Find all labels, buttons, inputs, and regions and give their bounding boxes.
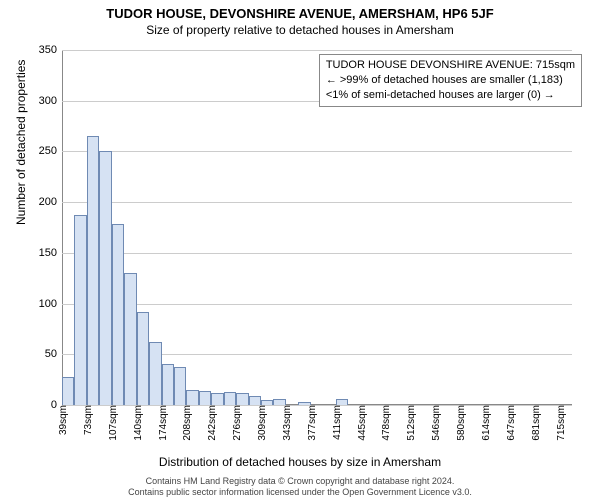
- info-line-3: <1% of semi-detached houses are larger (…: [326, 88, 575, 103]
- x-tick-label: 242sqm: [207, 405, 218, 441]
- gridline: [62, 304, 572, 305]
- histogram-bar: [249, 396, 261, 405]
- x-tick-label: 107sqm: [108, 405, 119, 441]
- histogram-bar: [211, 393, 223, 405]
- x-tick-label: 309sqm: [257, 405, 268, 441]
- chart-subtitle: Size of property relative to detached ho…: [0, 21, 600, 37]
- y-tick-label: 200: [39, 196, 57, 208]
- info-line-1: TUDOR HOUSE DEVONSHIRE AVENUE: 715sqm: [326, 58, 575, 73]
- y-axis-title: Number of detached properties: [14, 60, 28, 225]
- gridline: [62, 202, 572, 203]
- histogram-bar: [236, 393, 248, 405]
- y-axis-line: [62, 50, 63, 405]
- x-tick-label: 140sqm: [133, 405, 144, 441]
- x-tick-label: 377sqm: [307, 405, 318, 441]
- footer: Contains HM Land Registry data © Crown c…: [0, 476, 600, 498]
- info-line-2: ← >99% of detached houses are smaller (1…: [326, 73, 575, 88]
- x-tick-label: 343sqm: [282, 405, 293, 441]
- x-tick-label: 512sqm: [406, 405, 417, 441]
- x-tick-label: 174sqm: [158, 405, 169, 441]
- gridline: [62, 50, 572, 51]
- histogram-bar: [174, 367, 186, 405]
- histogram-bar: [149, 342, 161, 405]
- x-tick-label: 715sqm: [556, 405, 567, 441]
- histogram-bar: [62, 377, 74, 405]
- histogram-bar: [199, 391, 211, 405]
- histogram-bar: [112, 224, 124, 405]
- info-box: TUDOR HOUSE DEVONSHIRE AVENUE: 715sqm ← …: [319, 54, 582, 107]
- histogram-bar: [99, 151, 111, 405]
- x-tick-label: 445sqm: [357, 405, 368, 441]
- y-tick-label: 100: [39, 298, 57, 310]
- histogram-bar: [224, 392, 236, 405]
- histogram-bar: [87, 136, 99, 405]
- x-tick-label: 546sqm: [431, 405, 442, 441]
- y-tick-label: 250: [39, 145, 57, 157]
- gridline: [62, 253, 572, 254]
- y-tick-label: 150: [39, 247, 57, 259]
- y-tick-label: 0: [51, 399, 57, 411]
- histogram-bar: [162, 364, 174, 405]
- x-tick-label: 208sqm: [182, 405, 193, 441]
- x-tick-label: 411sqm: [332, 405, 343, 440]
- x-tick-label: 478sqm: [381, 405, 392, 441]
- histogram-bar: [124, 273, 136, 405]
- x-tick-label: 276sqm: [232, 405, 243, 441]
- x-tick-label: 39sqm: [58, 405, 69, 435]
- footer-line-1: Contains HM Land Registry data © Crown c…: [0, 476, 600, 487]
- x-tick-label: 681sqm: [531, 405, 542, 441]
- x-axis-title: Distribution of detached houses by size …: [0, 455, 600, 469]
- histogram-bar: [74, 215, 86, 405]
- chart-title: TUDOR HOUSE, DEVONSHIRE AVENUE, AMERSHAM…: [0, 0, 600, 21]
- x-tick-label: 73sqm: [83, 405, 94, 435]
- histogram-bar: [137, 312, 149, 405]
- gridline: [62, 151, 572, 152]
- chart-container: TUDOR HOUSE, DEVONSHIRE AVENUE, AMERSHAM…: [0, 0, 600, 500]
- y-tick-label: 300: [39, 95, 57, 107]
- x-tick-label: 647sqm: [506, 405, 517, 441]
- y-tick-label: 350: [39, 44, 57, 56]
- y-tick-label: 50: [45, 348, 57, 360]
- histogram-bar: [186, 390, 198, 405]
- x-tick-label: 614sqm: [481, 405, 492, 441]
- x-tick-label: 580sqm: [456, 405, 467, 441]
- footer-line-2: Contains public sector information licen…: [0, 487, 600, 498]
